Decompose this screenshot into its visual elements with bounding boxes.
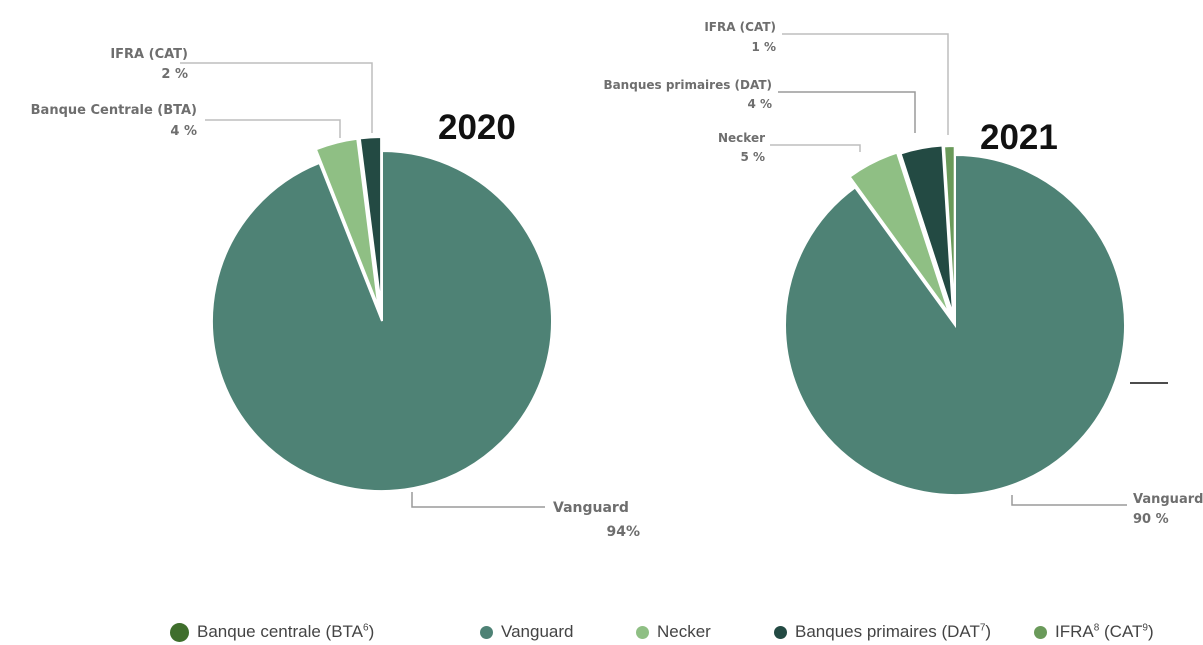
circle-marker-icon — [1034, 625, 1047, 639]
circle-marker-icon — [774, 625, 787, 639]
leader-line-2021-necker — [770, 144, 861, 152]
legend-label: IFRA8 (CAT9) — [1055, 622, 1154, 641]
pie-slice-2021-ifra-cat — [942, 145, 956, 317]
slice-label-2020-vanguard: Vanguard — [553, 500, 629, 516]
legend-item-banques-primaires: Banques primaires (DAT7) — [774, 622, 991, 642]
legend-item-necker: Necker — [636, 622, 711, 642]
circle-marker-icon — [636, 625, 649, 639]
legend: Banque centrale (BTA6) Vanguard Necker B… — [170, 622, 1200, 644]
legend-label: Vanguard — [501, 622, 574, 641]
slice-label-2021-necker: Necker — [718, 131, 765, 145]
pie-chart-2020 — [211, 136, 553, 492]
slice-value-2020-banque-centrale: 4 % — [170, 124, 197, 139]
leader-line-2020-banque-centrale — [205, 119, 341, 138]
slice-value-2020-vanguard: 94% — [606, 524, 640, 540]
slice-label-2021-banques-primaires: Banques primaires (DAT) — [603, 78, 772, 92]
slice-label-2021-ifra: IFRA (CAT) — [704, 20, 776, 34]
slice-label-2020-banque-centrale: Banque Centrale (BTA) — [31, 103, 197, 118]
legend-label: Necker — [657, 622, 711, 641]
leader-line-2020-ifra — [180, 62, 373, 133]
pie-title-2021: 2021 — [980, 118, 1058, 157]
slice-value-2021-vanguard: 90 % — [1133, 512, 1169, 527]
leader-line-2021-ifra — [782, 33, 949, 135]
slice-value-2021-necker: 5 % — [740, 150, 765, 164]
pie-slice-2021-necker — [848, 151, 951, 315]
slice-value-2021-banques-primaires: 4 % — [747, 97, 772, 111]
pie-title-2020: 2020 — [438, 108, 516, 147]
leader-line-2021-banques-primaires — [778, 91, 916, 133]
pie-slice-2021-banques-primaires-dat — [899, 144, 955, 316]
slice-value-2021-ifra: 1 % — [751, 40, 776, 54]
slice-label-2020-ifra: IFRA (CAT) — [110, 47, 188, 62]
leader-line-2020-vanguard — [411, 492, 545, 508]
pie-slice-2020-ifra-cat — [358, 136, 383, 308]
leader-line-2021-vanguard — [1011, 495, 1127, 506]
legend-label: Banques primaires (DAT7) — [795, 622, 992, 641]
legend-item-ifra: IFRA8 (CAT9) — [1034, 622, 1154, 642]
slice-value-2020-ifra: 2 % — [161, 67, 188, 82]
circle-marker-icon — [170, 622, 189, 642]
circle-marker-icon — [480, 625, 493, 639]
legend-item-banque-centrale: Banque centrale (BTA6) — [170, 622, 374, 642]
legend-label: Banque centrale (BTA6) — [197, 622, 375, 641]
pie-slice-2021-vanguard — [784, 153, 1126, 496]
legend-item-vanguard: Vanguard — [480, 622, 573, 642]
slice-label-2021-vanguard: Vanguard — [1133, 492, 1203, 507]
pie-chart-2021 — [784, 144, 1126, 496]
pie-slice-2020-vanguard — [211, 149, 553, 492]
pie-slice-2020-banque-centrale-bta — [314, 137, 380, 308]
